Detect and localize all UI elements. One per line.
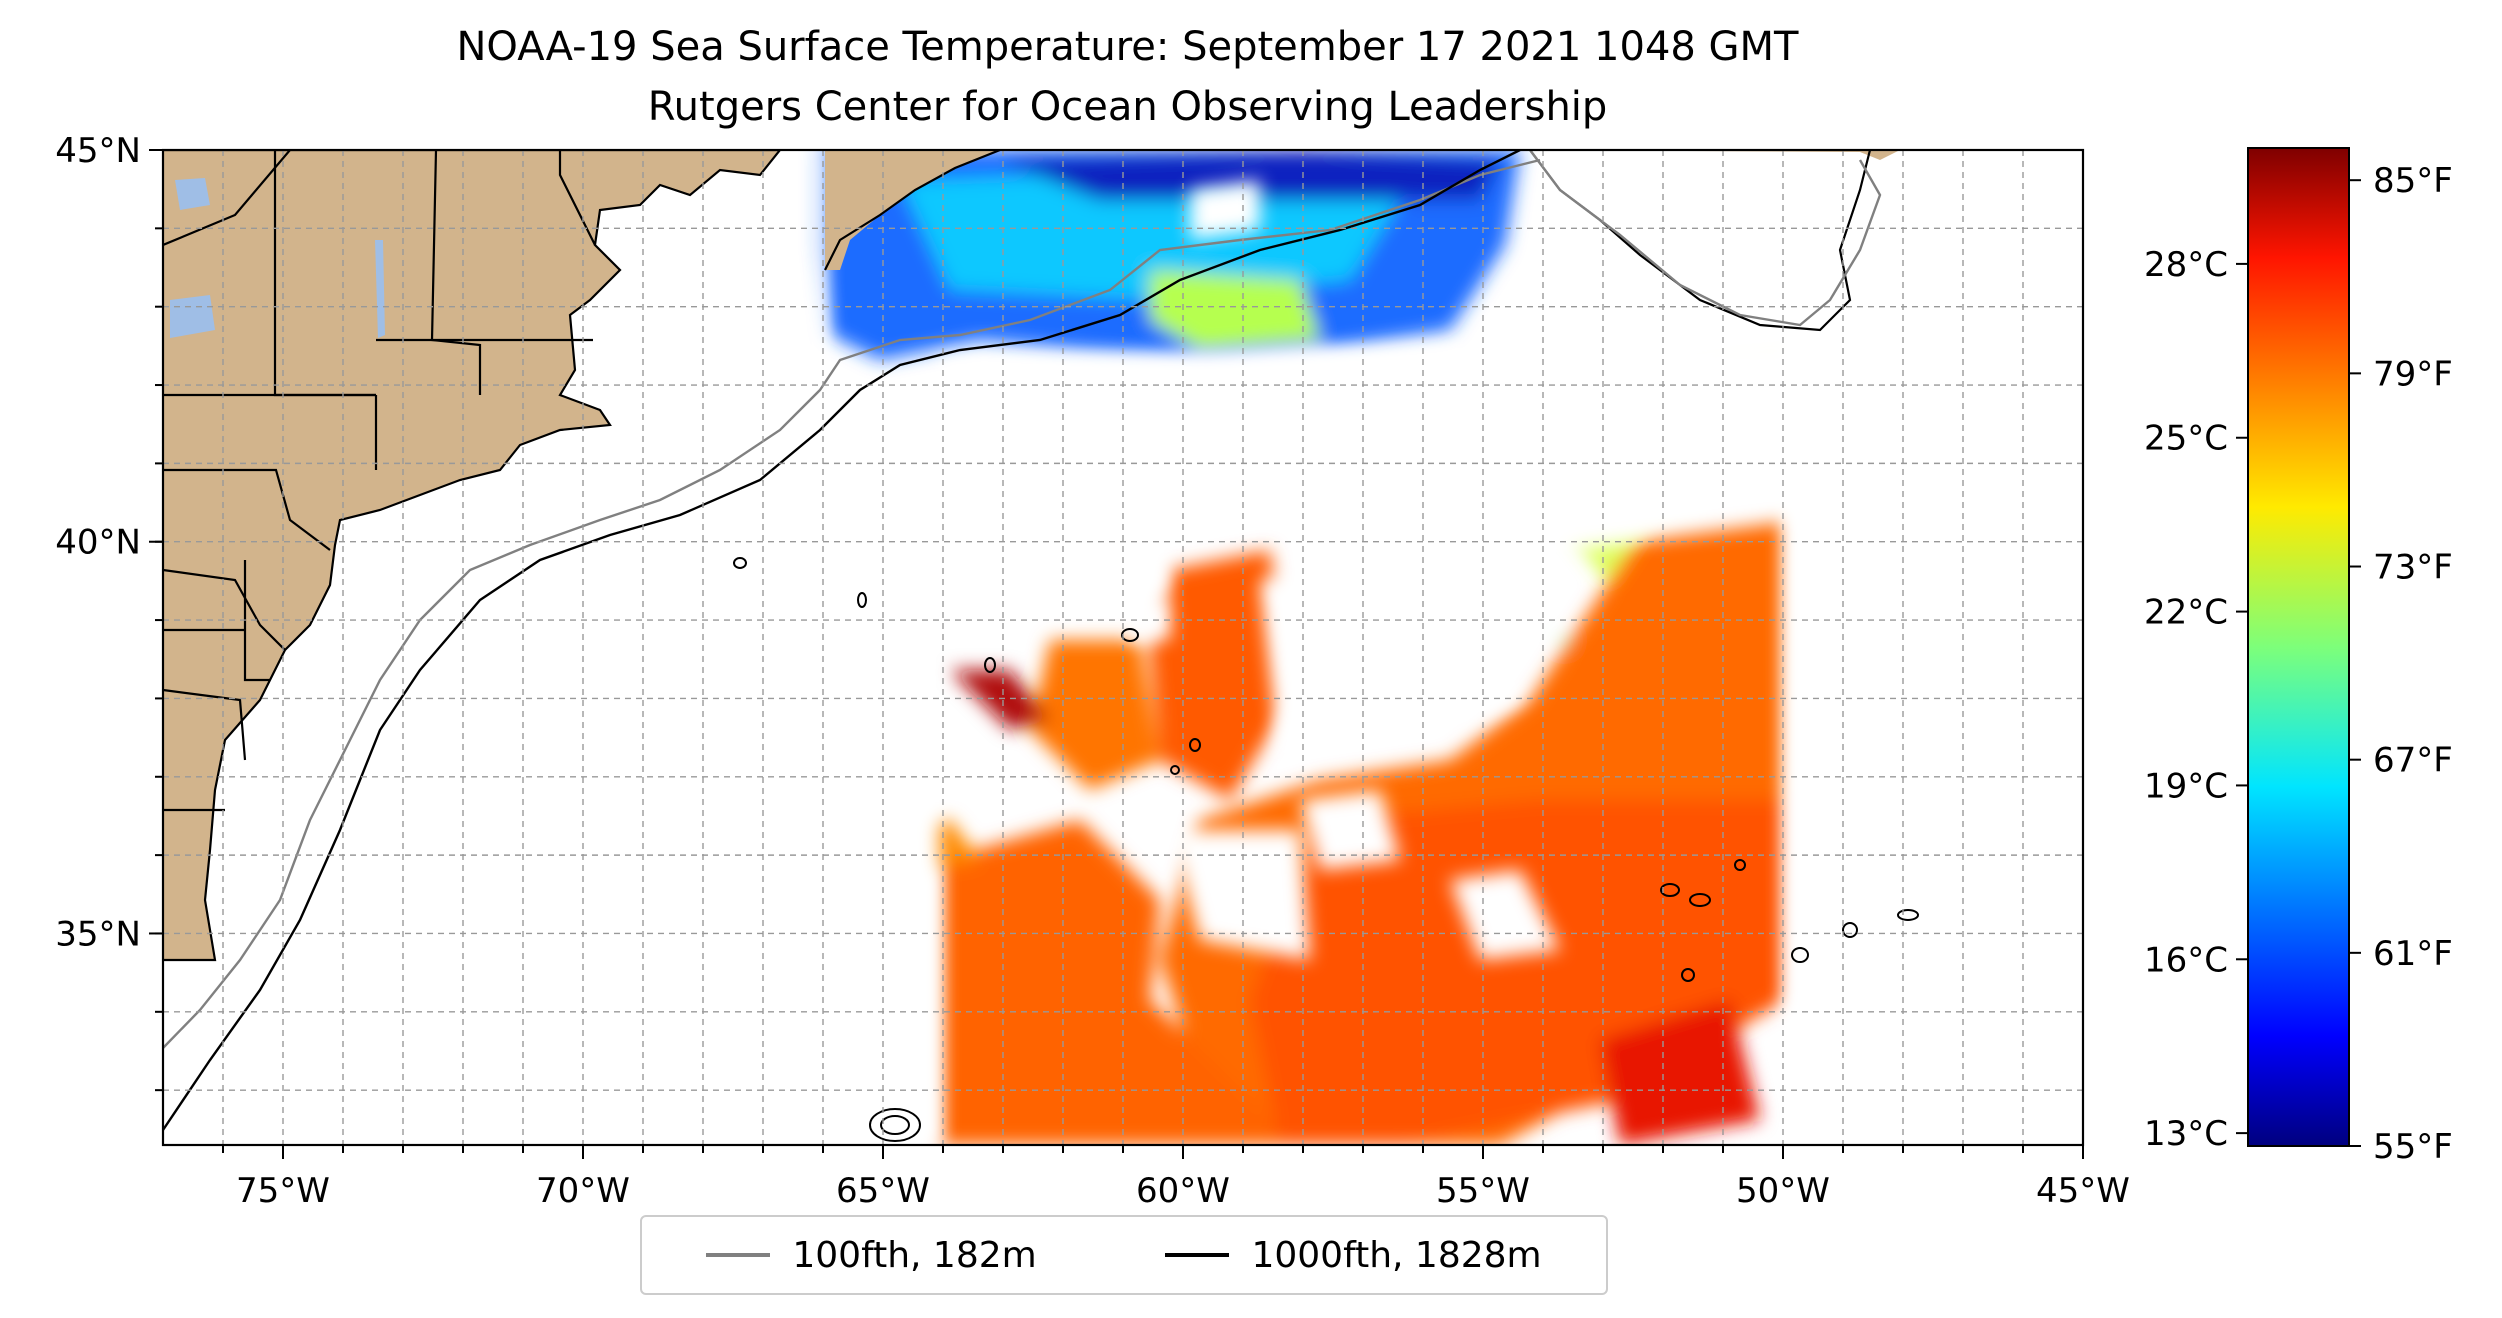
isobath-100fth: [163, 150, 1882, 1049]
legend-label-100fth: 100fth, 182m: [792, 1234, 1037, 1276]
lon-tick-label: 70°W: [536, 1171, 630, 1211]
colorbar: 85°F 79°F 73°F 67°F 61°F 55°F 28°C 25°C 22°C 19°C…: [2144, 147, 2453, 1167]
c-tick-label: 22°C: [2144, 593, 2228, 633]
legend-label-1000fth: 1000fth, 1828m: [1251, 1234, 1542, 1276]
c-tick-label: 28°C: [2144, 245, 2228, 285]
legend: 100fth, 182m 1000fth, 1828m: [640, 1215, 1608, 1295]
colorbar-ticks: 85°F 79°F 73°F 67°F 61°F 55°F 28°C 25°C 22°C 19°C…: [2144, 161, 2453, 1167]
chart-title: NOAA-19 Sea Surface Temperature: Septemb…: [456, 24, 1799, 70]
state-borders: [163, 150, 1872, 962]
lon-tick-label: 45°W: [2036, 1171, 2130, 1211]
c-tick-label: 13°C: [2144, 1114, 2228, 1154]
legend-item-100fth: 100fth, 182m: [706, 1234, 1037, 1276]
isobath-1000fth: [163, 150, 1521, 1131]
c-tick-label: 25°C: [2144, 419, 2228, 459]
gridlines: [163, 150, 2083, 1145]
lat-tick-label: 40°N: [55, 523, 141, 563]
legend-swatch-black: [1165, 1253, 1230, 1257]
chart-subtitle: Rutgers Center for Ocean Observing Leade…: [647, 84, 1608, 130]
lon-tick-label: 50°W: [1736, 1171, 1830, 1211]
f-tick-label: 73°F: [2373, 548, 2453, 588]
axis-ticks: 75°W 70°W 65°W 60°W 55°W 50°W 45°W 45°N 40°N 35°N: [55, 131, 2130, 1211]
colorbar-scale: [2247, 147, 2350, 1147]
lat-tick-label: 45°N: [55, 131, 141, 171]
lon-tick-label: 55°W: [1436, 1171, 1530, 1211]
legend-swatch-gray: [706, 1253, 771, 1257]
cloud-mask: [810, 150, 2083, 1145]
lon-tick-label: 65°W: [836, 1171, 930, 1211]
lat-tick-label: 35°N: [55, 914, 141, 954]
legend-item-1000fth: 1000fth, 1828m: [1165, 1234, 1542, 1276]
f-tick-label: 79°F: [2373, 354, 2453, 394]
lon-tick-label: 60°W: [1136, 1171, 1230, 1211]
seamount-contours: [733, 557, 1919, 1142]
map-area: [163, 150, 2083, 1145]
lon-tick-label: 75°W: [236, 1171, 330, 1211]
f-tick-label: 85°F: [2373, 161, 2453, 201]
f-tick-label: 61°F: [2373, 934, 2453, 974]
f-tick-label: 67°F: [2373, 741, 2453, 781]
c-tick-label: 19°C: [2144, 766, 2228, 806]
c-tick-label: 16°C: [2144, 940, 2228, 980]
f-tick-label: 55°F: [2373, 1127, 2453, 1167]
sst-field: [820, 150, 1790, 1145]
